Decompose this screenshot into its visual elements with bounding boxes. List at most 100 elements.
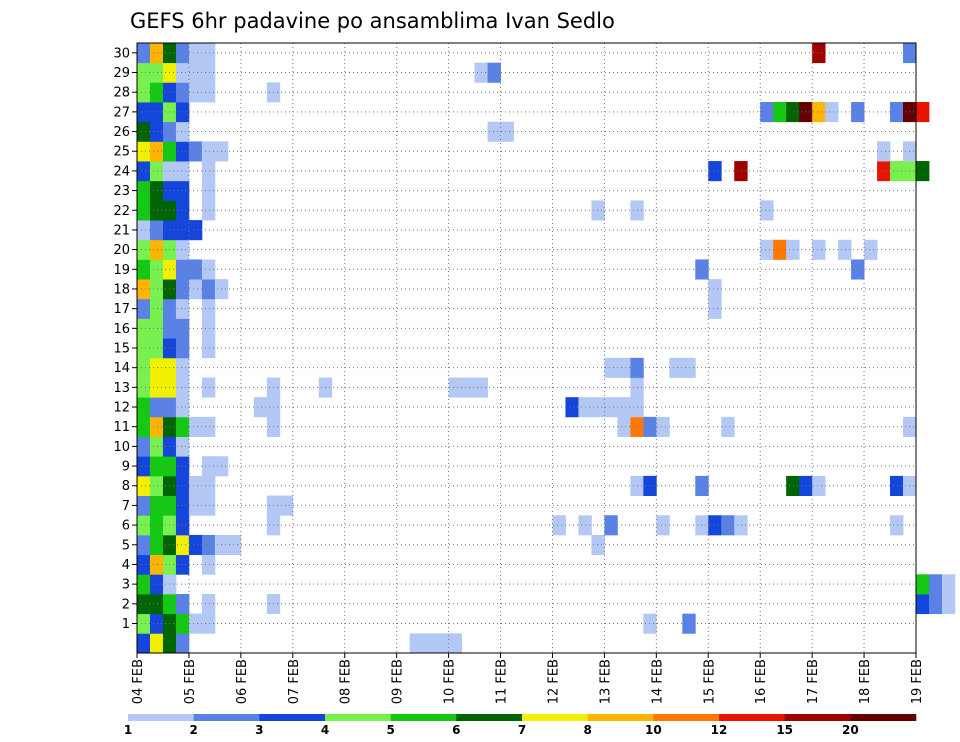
heatmap-cell [708, 161, 722, 182]
heatmap-cell [175, 416, 190, 437]
y-tick-label: 2 [122, 597, 130, 612]
heatmap-cell [941, 593, 956, 615]
heatmap-cell [812, 43, 826, 64]
y-tick-label: 6 [122, 519, 130, 534]
heatmap-cell [175, 200, 190, 221]
heatmap-cell [643, 416, 657, 437]
heatmap-cell [916, 574, 930, 595]
y-tick-label: 7 [122, 499, 130, 514]
heatmap-cell [253, 397, 268, 418]
heatmap-cell [617, 357, 631, 378]
heatmap-cell [149, 102, 164, 123]
heatmap-cell [175, 220, 190, 241]
y-tick-label: 24 [113, 164, 130, 179]
y-tick-label: 16 [113, 322, 130, 337]
color-legend: 1 2 3 4 5 6 7 8 10 12 15 20 [124, 714, 917, 737]
legend-label: 10 [645, 723, 662, 737]
heatmap-cell [448, 377, 462, 398]
heatmap-cell [201, 43, 216, 64]
heatmap-cell [201, 318, 216, 339]
y-tick-label: 29 [113, 66, 130, 81]
heatmap-cell [825, 102, 839, 123]
heatmap-cell [175, 534, 190, 556]
heatmap-cell [149, 534, 164, 556]
heatmap-cell [137, 62, 151, 83]
heatmap-cell [734, 515, 748, 536]
legend-swatch [653, 714, 720, 721]
heatmap-cell [149, 593, 164, 615]
heatmap-cell [137, 495, 151, 516]
y-tick-label: 11 [113, 420, 130, 435]
heatmap-cell [137, 102, 151, 123]
heatmap-cell [773, 239, 787, 260]
heatmap-cell [137, 239, 151, 260]
heatmap-cell [149, 259, 164, 280]
heatmap-cell [137, 456, 151, 477]
x-tick-label: 04 FEB [131, 659, 146, 704]
heatmap-cell [188, 259, 203, 280]
heatmap-cell [487, 62, 501, 83]
heatmap-cell [890, 515, 904, 536]
heatmap-cell [279, 495, 294, 516]
x-axis: 04 FEB 05 FEB 06 FEB 07 FEB 08 FEB 09 FEB 10 F… [131, 653, 925, 704]
y-tick-label: 3 [122, 578, 130, 593]
y-tick-label: 26 [113, 125, 130, 140]
legend-swatch [325, 714, 391, 721]
heatmap-cell [175, 180, 190, 201]
heatmap-cell [137, 220, 151, 241]
heatmap-cell [137, 200, 151, 221]
heatmap-cell [435, 633, 449, 654]
heatmap-cell [149, 633, 164, 654]
heatmap-cell [149, 62, 164, 83]
heatmap-cell [137, 121, 151, 142]
x-tick-label: 09 FEB [391, 659, 406, 704]
heatmap-cell [149, 397, 164, 418]
heatmap-cell [201, 200, 216, 221]
heatmap-cell [137, 633, 151, 654]
legend-swatch [128, 714, 194, 721]
heatmap-cell [137, 338, 151, 359]
heatmap-cell [201, 495, 216, 516]
heatmap-cell [448, 633, 462, 654]
heatmap-cell [175, 279, 190, 300]
heatmap-cell [201, 593, 216, 615]
heatmap-cell [137, 475, 151, 496]
heatmap-cell [773, 102, 787, 123]
x-tick-label: 19 FEB [910, 659, 925, 704]
heatmap-cell [137, 534, 151, 556]
heatmap-cell [137, 298, 151, 319]
heatmap-cell [175, 62, 190, 83]
y-tick-label: 15 [113, 342, 130, 357]
heatmap-cell [149, 141, 164, 162]
y-tick-label: 30 [113, 46, 130, 61]
heatmap-cell [422, 633, 437, 654]
heatmap-cell [201, 613, 216, 634]
y-tick-label: 4 [122, 558, 130, 573]
heatmap-cell [591, 200, 605, 221]
y-tick-label: 27 [113, 105, 130, 120]
heatmap-cell [149, 82, 164, 103]
y-tick-label: 5 [122, 538, 130, 553]
heatmap-cell [175, 495, 190, 516]
heatmap-cell [137, 161, 151, 182]
heatmap-cell [137, 554, 151, 575]
x-tick-label: 16 FEB [754, 659, 769, 704]
x-tick-label: 08 FEB [339, 659, 354, 704]
heatmap-cell [760, 200, 774, 221]
heatmap-cell [149, 377, 164, 398]
heatmap-cell [175, 456, 190, 477]
heatmap-cell [682, 357, 696, 378]
heatmap-cell [137, 416, 151, 437]
heatmap-cell [137, 82, 151, 103]
heatmap-cell [149, 515, 164, 536]
heatmap-cell [175, 397, 190, 418]
legend-label: 4 [321, 723, 329, 737]
heatmap-cell [928, 574, 943, 595]
legend-swatch [850, 714, 917, 721]
heatmap-cell [175, 338, 190, 359]
y-axis: 1234567891011121314151617181920212223242… [113, 46, 137, 632]
heatmap-cell [708, 298, 722, 319]
heatmap-cell [149, 180, 164, 201]
y-tick-label: 28 [113, 86, 130, 101]
heatmap-cell [149, 279, 164, 300]
